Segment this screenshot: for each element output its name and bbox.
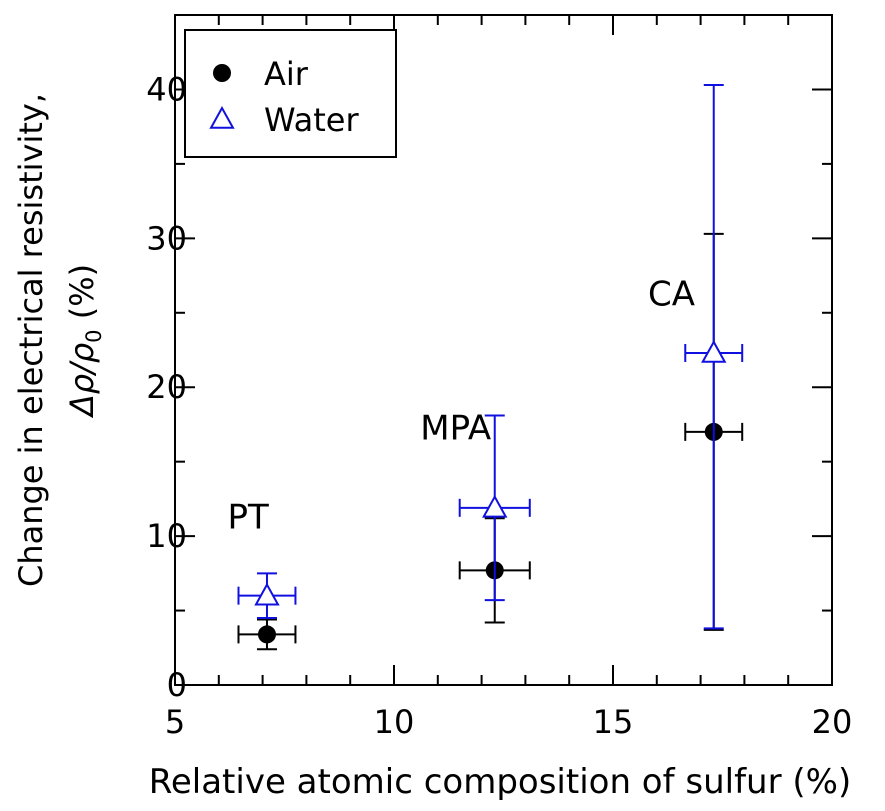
annotation-label: PT xyxy=(228,498,270,538)
x-tick-label: 15 xyxy=(593,703,634,741)
legend-marker-circle xyxy=(213,64,231,82)
annotation-label: CA xyxy=(648,274,695,314)
data-point-water xyxy=(237,572,297,619)
y-tick-label: 10 xyxy=(146,517,187,555)
marker-circle xyxy=(257,625,276,644)
legend-label: Water xyxy=(264,101,359,139)
x-tick-label: 5 xyxy=(165,703,185,741)
y-axis-subscript: 0 xyxy=(82,329,106,342)
y-tick-label: 30 xyxy=(146,219,187,257)
legend: Air Water xyxy=(184,29,397,158)
y-axis-label-line2: Δρ/ρ0 (%) xyxy=(63,264,106,419)
annotations: PT MPA CA xyxy=(228,274,695,537)
legend-label: Air xyxy=(264,55,309,93)
marker-triangle xyxy=(482,494,508,518)
y-axis-label: Change in electrical resistivity, Δρ/ρ0 … xyxy=(12,93,106,587)
data-point-water xyxy=(458,414,531,602)
y-axis-unit: (%) xyxy=(63,264,101,330)
y-tick-label: 20 xyxy=(146,368,187,406)
data-marks xyxy=(237,83,744,651)
data-point-air xyxy=(237,618,297,651)
plot-frame xyxy=(174,14,833,686)
y-tick-label: 40 xyxy=(146,70,187,108)
x-tick-label: 20 xyxy=(812,703,853,741)
x-axis-label: Relative atomic composition of sulfur (%… xyxy=(149,762,851,802)
x-tick-label: 10 xyxy=(374,703,415,741)
legend-box xyxy=(184,29,397,158)
marker-triangle xyxy=(254,582,280,606)
y-axis-label-line1: Change in electrical resistivity, xyxy=(12,93,50,587)
marker-triangle xyxy=(701,339,727,363)
legend-marker-triangle xyxy=(209,105,235,129)
data-point-water xyxy=(684,83,744,630)
annotation-label: MPA xyxy=(420,408,491,448)
y-axis-symbol: Δρ/ρ xyxy=(63,343,101,419)
